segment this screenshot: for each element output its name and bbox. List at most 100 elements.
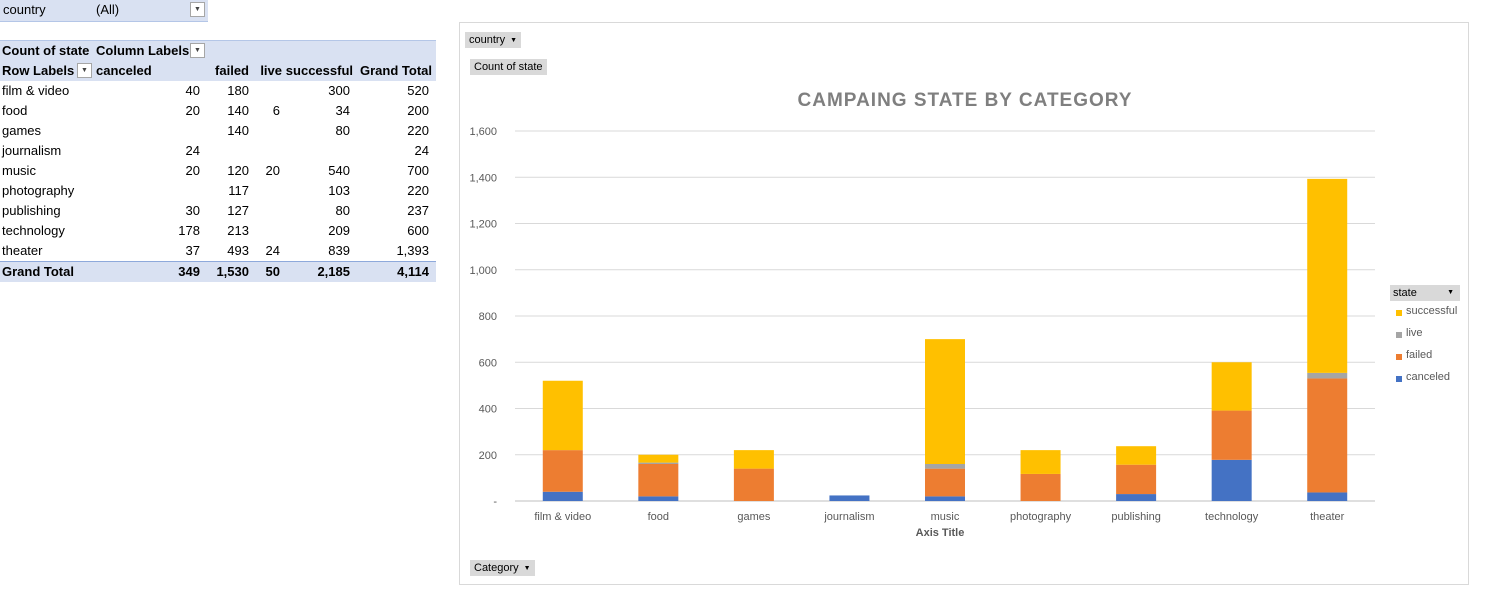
x-tick-label: film & video <box>534 511 591 523</box>
pivot-body: film & video 40 180 300 520 food 20 140 6 34 200 ga… <box>0 81 436 261</box>
cell-successful: 80 <box>335 123 350 138</box>
cell-canceled: 24 <box>185 143 200 158</box>
row-labels-filter-icon[interactable]: ▼ <box>77 63 92 78</box>
pivot-row: games 140 80 220 <box>0 121 436 141</box>
bar-successful[interactable] <box>1116 446 1157 465</box>
legend-item-successful: successful <box>1390 301 1460 323</box>
col-header-grand-total: Grand Total <box>360 63 432 78</box>
pivot-corner-label: Count of state <box>2 43 90 58</box>
x-tick-label: technology <box>1205 511 1259 523</box>
bar-canceled[interactable] <box>1211 459 1252 501</box>
pivot-row: music 20 120 20 540 700 <box>0 161 436 181</box>
pivot-header-row-1: Count of state Column Labels ▼ <box>0 40 436 61</box>
x-tick-label: music <box>931 511 960 523</box>
cell-successful: 540 <box>328 163 350 178</box>
country-field-button[interactable]: country ▼ <box>465 32 522 48</box>
cell-grand-total: 24 <box>414 143 429 158</box>
pivot-row: film & video 40 180 300 520 <box>0 81 436 101</box>
filter-dropdown-icon[interactable]: ▼ <box>190 2 205 17</box>
bar-failed[interactable] <box>925 468 965 497</box>
bar-failed[interactable] <box>542 450 583 492</box>
bar-failed[interactable] <box>1020 473 1061 501</box>
bar-canceled[interactable] <box>1307 492 1348 501</box>
row-label: music <box>2 163 36 178</box>
grand-total-total: 4,114 <box>397 264 429 279</box>
bar-canceled[interactable] <box>1116 494 1157 501</box>
category-field-label: Category <box>474 562 519 574</box>
value-field-button[interactable]: Count of state <box>470 59 547 75</box>
bar-canceled[interactable] <box>829 495 870 501</box>
legend-label: successful <box>1406 305 1458 317</box>
cell-failed: 493 <box>227 243 249 258</box>
cell-canceled: 40 <box>185 83 200 98</box>
row-label: technology <box>2 223 65 238</box>
bar-canceled[interactable] <box>638 496 679 501</box>
bar-successful[interactable] <box>1307 178 1348 373</box>
filter-value: (All) <box>96 2 120 17</box>
col-header-live: live <box>260 63 282 78</box>
bar-successful[interactable] <box>925 339 965 464</box>
bar-successful[interactable] <box>1020 450 1061 474</box>
col-header-successful: successful <box>285 63 353 78</box>
grand-total-live: 50 <box>265 264 280 279</box>
bar-failed[interactable] <box>733 468 774 501</box>
cell-failed: 120 <box>227 163 249 178</box>
grand-total-successful: 2,185 <box>317 264 350 279</box>
col-header-canceled: canceled <box>96 63 152 78</box>
x-tick-label: theater <box>1310 511 1345 523</box>
x-tick-label: games <box>737 511 771 523</box>
bar-successful[interactable] <box>1211 362 1252 411</box>
legend-item-canceled: canceled <box>1390 367 1460 389</box>
cell-failed: 140 <box>227 103 249 118</box>
cell-failed: 140 <box>227 123 249 138</box>
category-field-button[interactable]: Category ▼ <box>470 560 535 576</box>
bar-canceled[interactable] <box>925 496 965 501</box>
legend-swatch <box>1396 354 1402 360</box>
pivot-row: technology 178 213 209 600 <box>0 221 436 241</box>
pivot-row: photography 117 103 220 <box>0 181 436 201</box>
state-field-button[interactable]: state ▼ <box>1390 285 1460 301</box>
legend-label: failed <box>1406 349 1433 361</box>
bar-successful[interactable] <box>542 380 583 451</box>
cell-successful: 103 <box>328 183 350 198</box>
x-tick-label: food <box>648 511 669 523</box>
legend-swatch <box>1396 332 1402 338</box>
bar-live[interactable] <box>1307 372 1348 379</box>
cell-grand-total: 220 <box>407 183 429 198</box>
bar-live[interactable] <box>925 464 965 469</box>
x-axis-title: Axis Title <box>915 527 965 539</box>
legend-label: live <box>1406 327 1423 339</box>
chevron-down-icon: ▼ <box>510 37 518 44</box>
cell-successful: 209 <box>328 223 350 238</box>
column-labels-filter-icon[interactable]: ▼ <box>190 43 205 58</box>
grand-total-label: Grand Total <box>2 264 74 279</box>
bar-canceled[interactable] <box>542 491 583 501</box>
bar-live[interactable] <box>638 462 679 464</box>
cell-grand-total: 520 <box>407 83 429 98</box>
legend-swatch <box>1396 376 1402 382</box>
pivot-header-row-2: Row Labels ▼ canceled failed live succes… <box>0 61 436 81</box>
legend-item-live: live <box>1390 323 1460 345</box>
cell-successful: 300 <box>328 83 350 98</box>
y-tick-label: 800 <box>479 311 497 323</box>
x-tick-label: journalism <box>823 511 874 523</box>
bar-successful[interactable] <box>638 454 679 463</box>
bar-failed[interactable] <box>1116 464 1157 495</box>
grand-total-failed: 1,530 <box>216 264 249 279</box>
cell-grand-total: 600 <box>407 223 429 238</box>
y-tick-label: 1,000 <box>469 265 497 277</box>
y-tick-label: 1,400 <box>469 172 497 184</box>
pivot-chart[interactable]: country ▼ Count of state CAMPAING STATE B… <box>459 22 1469 585</box>
cell-canceled: 178 <box>178 223 200 238</box>
bar-successful[interactable] <box>733 450 774 469</box>
bar-failed[interactable] <box>638 464 679 497</box>
chart-plot-area: - 200 400 600 800 1,000 1,200 1,400 1,600 film &… <box>469 126 1375 523</box>
cell-live: 24 <box>265 243 280 258</box>
bar-failed[interactable] <box>1307 378 1348 493</box>
row-label: publishing <box>2 203 61 218</box>
cell-canceled: 37 <box>185 243 200 258</box>
cell-canceled: 20 <box>185 163 200 178</box>
legend-label: canceled <box>1406 371 1451 383</box>
bar-failed[interactable] <box>1211 410 1252 460</box>
column-labels-header: Column Labels <box>96 43 190 58</box>
